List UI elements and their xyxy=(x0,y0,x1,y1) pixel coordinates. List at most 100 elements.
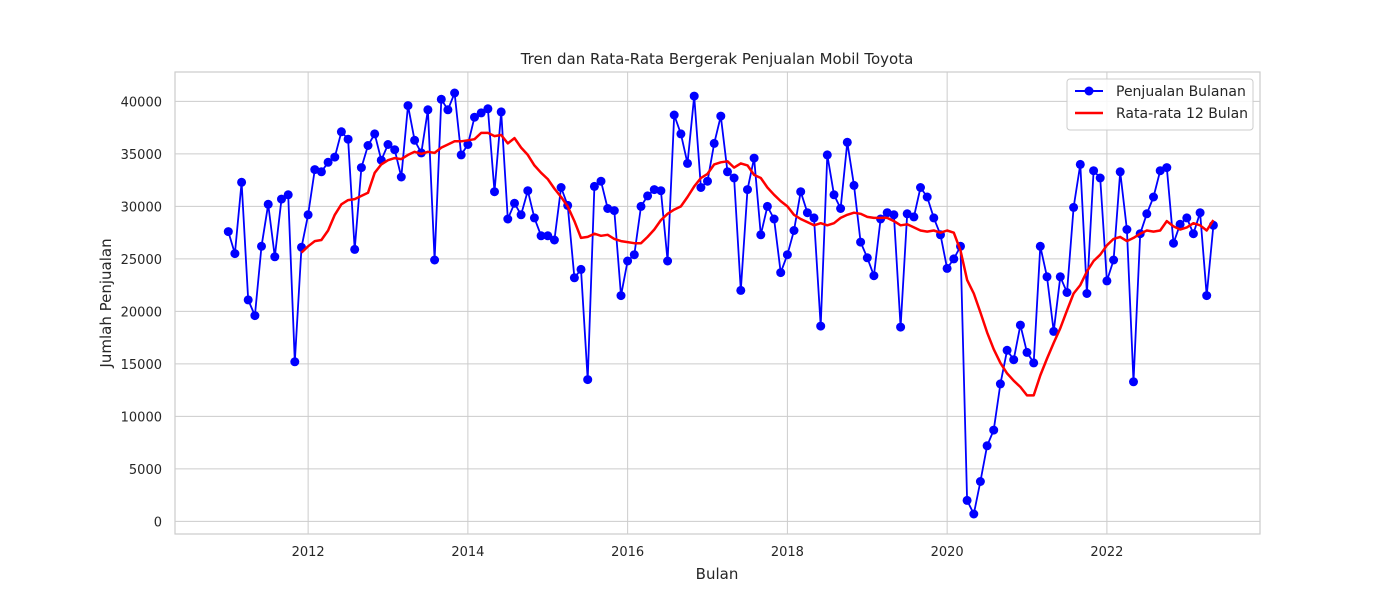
data-point-monthly-sales xyxy=(283,190,293,200)
plot-frame xyxy=(174,71,1261,535)
y-axis-label: Jumlah Penjualan xyxy=(97,238,115,368)
data-point-monthly-sales xyxy=(277,194,286,204)
data-point-monthly-sales xyxy=(223,227,233,237)
data-point-monthly-sales xyxy=(257,241,266,251)
data-point-monthly-sales xyxy=(510,198,519,208)
data-point-monthly-sales xyxy=(709,138,719,148)
data-point-monthly-sales xyxy=(396,172,406,182)
data-point-monthly-sales xyxy=(1009,355,1019,365)
data-point-monthly-sales xyxy=(230,249,240,259)
data-point-monthly-sales xyxy=(410,135,420,145)
data-point-monthly-sales xyxy=(483,104,493,114)
data-point-monthly-sales xyxy=(250,311,260,321)
y-tick-label: 25000 xyxy=(121,253,162,268)
data-point-monthly-sales xyxy=(383,140,393,149)
data-point-monthly-sales xyxy=(1188,229,1198,239)
data-point-monthly-sales xyxy=(902,209,912,219)
grid xyxy=(175,72,1260,534)
data-point-monthly-sales xyxy=(975,477,985,486)
data-point-monthly-sales xyxy=(982,441,992,451)
data-point-monthly-sales xyxy=(663,256,673,266)
data-point-monthly-sales xyxy=(270,252,280,262)
x-tick-labels: 2012 2014 2016 2018 2020 2022 xyxy=(292,545,1124,560)
data-point-monthly-sales xyxy=(916,183,925,192)
data-point-monthly-sales xyxy=(723,167,732,177)
data-point-monthly-sales xyxy=(776,268,786,278)
data-point-monthly-sales xyxy=(922,192,932,202)
data-point-monthly-sales xyxy=(443,105,453,115)
legend: Penjualan Bulanan Rata-rata 12 Bulan xyxy=(1066,78,1254,131)
data-point-monthly-sales xyxy=(743,185,752,195)
data-point-monthly-sales xyxy=(1042,272,1052,282)
data-point-monthly-sales xyxy=(1142,209,1152,219)
data-point-monthly-sales xyxy=(263,199,273,209)
data-point-monthly-sales xyxy=(969,509,979,519)
data-point-monthly-sales xyxy=(543,231,553,241)
data-point-monthly-sales xyxy=(889,210,899,220)
data-point-monthly-sales xyxy=(516,210,526,220)
data-point-monthly-sales xyxy=(316,167,326,177)
data-point-monthly-sales xyxy=(736,285,746,295)
data-point-monthly-sales xyxy=(1069,202,1079,212)
data-point-monthly-sales xyxy=(436,94,446,104)
data-point-monthly-sales xyxy=(370,129,380,139)
data-point-monthly-sales xyxy=(1195,208,1205,218)
data-point-monthly-sales xyxy=(1202,291,1212,301)
data-point-monthly-sales xyxy=(869,271,879,281)
data-point-monthly-sales xyxy=(596,176,606,186)
data-point-monthly-sales xyxy=(330,152,340,162)
data-point-monthly-sales xyxy=(536,231,546,241)
data-point-monthly-sales xyxy=(809,213,819,223)
data-point-monthly-sales xyxy=(463,140,473,149)
data-point-monthly-sales xyxy=(683,158,692,168)
data-point-monthly-sales xyxy=(1122,225,1132,234)
data-point-monthly-sales xyxy=(303,210,313,220)
data-point-monthly-sales xyxy=(1049,326,1059,336)
data-point-monthly-sales xyxy=(356,163,366,173)
data-point-monthly-sales xyxy=(929,213,939,223)
data-point-monthly-sales xyxy=(1175,219,1185,229)
y-tick-label: 40000 xyxy=(121,95,162,110)
data-point-monthly-sales xyxy=(576,264,586,274)
data-point-monthly-sales xyxy=(430,255,440,265)
data-point-monthly-sales xyxy=(1089,166,1099,176)
data-point-monthly-sales xyxy=(343,134,353,144)
data-point-monthly-sales xyxy=(569,273,579,283)
data-point-monthly-sales xyxy=(656,186,666,196)
x-tick-label: 2020 xyxy=(931,545,964,560)
chart-title: Tren dan Rata-Rata Bergerak Penjualan Mo… xyxy=(520,50,914,68)
data-point-monthly-sales xyxy=(623,256,633,266)
data-point-monthly-sales xyxy=(1015,320,1025,330)
data-point-monthly-sales xyxy=(862,253,872,263)
data-point-monthly-sales xyxy=(716,111,726,121)
data-point-monthly-sales xyxy=(689,91,699,101)
data-point-monthly-sales xyxy=(796,187,806,197)
data-point-monthly-sales xyxy=(676,129,686,139)
y-tick-labels: 0 5000 10000 15000 20000 25000 30000 35000 40000 xyxy=(121,95,162,530)
data-point-monthly-sales xyxy=(829,190,839,200)
data-point-monthly-sales xyxy=(636,201,646,211)
legend-label-monthly: Penjualan Bulanan xyxy=(1116,84,1246,100)
data-point-monthly-sales xyxy=(749,153,759,163)
data-point-monthly-sales xyxy=(762,201,772,211)
data-point-monthly-sales xyxy=(703,176,712,186)
data-point-monthly-sales xyxy=(942,263,952,273)
data-point-monthly-sales xyxy=(456,150,466,160)
data-point-monthly-sales xyxy=(609,206,619,216)
y-tick-label: 10000 xyxy=(121,410,162,425)
data-point-monthly-sales xyxy=(1115,167,1125,177)
data-point-monthly-sales xyxy=(669,110,679,120)
data-point-monthly-sales xyxy=(1095,173,1105,183)
data-point-monthly-sales xyxy=(769,214,779,224)
data-point-monthly-sales xyxy=(643,191,653,201)
data-point-monthly-sales xyxy=(1075,159,1085,169)
data-point-monthly-sales xyxy=(896,322,906,332)
data-point-monthly-sales xyxy=(1002,345,1012,355)
data-point-monthly-sales xyxy=(995,379,1005,389)
x-tick-label: 2018 xyxy=(771,545,804,560)
data-point-monthly-sales xyxy=(363,141,373,150)
data-point-monthly-sales xyxy=(556,183,566,192)
data-point-monthly-sales xyxy=(350,244,360,254)
data-point-monthly-sales xyxy=(836,204,846,213)
